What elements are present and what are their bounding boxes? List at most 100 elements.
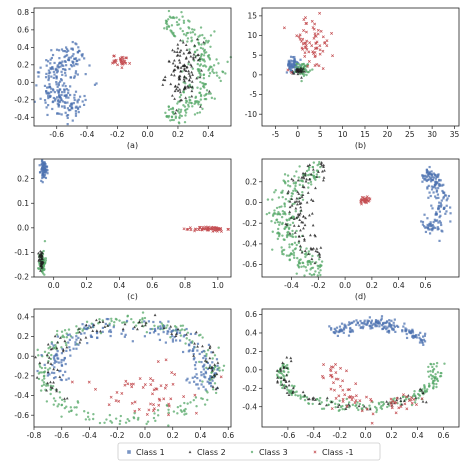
data-point [202,58,206,61]
data-point [282,378,286,382]
data-point [442,197,445,200]
panel-caption: (b) [355,141,366,150]
data-point [280,383,284,386]
data-point [185,32,189,35]
data-point [386,326,389,329]
data-point [306,261,309,264]
data-point [294,60,297,63]
data-point [427,174,430,177]
data-point [98,320,102,323]
data-point [202,349,205,353]
data-point [208,57,211,60]
data-point [47,347,50,350]
data-point [431,228,434,231]
data-point [152,409,155,413]
data-point [39,264,43,267]
data-point [66,123,69,126]
data-point [287,230,290,234]
data-point [289,59,292,62]
data-point [345,326,348,329]
data-point [321,49,325,53]
data-point [213,372,216,375]
data-point [423,225,426,228]
data-point [361,327,365,330]
data-point [440,199,443,202]
data-point [149,383,153,386]
data-point [412,397,416,401]
y-tick-label: -10 [245,110,257,119]
data-point [46,368,50,371]
data-point [165,326,168,330]
data-point [162,330,165,334]
data-point [302,62,305,66]
data-point [439,179,442,182]
data-point [402,325,405,328]
data-point [341,379,345,383]
data-point [98,329,102,333]
data-point [216,368,219,371]
data-point [291,249,295,252]
data-point [293,58,296,61]
data-point [84,98,87,102]
data-point [394,411,398,415]
data-point [55,75,58,78]
data-point [365,395,368,399]
data-point [302,214,305,218]
data-point [194,361,198,364]
data-point [199,26,203,29]
data-point [163,386,167,390]
data-point [193,28,196,32]
data-point [201,225,205,229]
data-point [200,53,203,56]
data-point [169,324,173,328]
data-point [365,407,369,411]
data-point [295,390,298,393]
x-tick-label: -0.4 [80,130,95,139]
data-point [311,50,315,54]
data-point [432,221,435,224]
data-point [203,48,207,52]
data-point [60,62,63,65]
data-point [50,49,53,52]
data-point [419,338,422,341]
data-point [299,58,302,61]
data-point [443,194,447,197]
data-point [55,48,59,51]
data-point [40,366,44,370]
data-point [175,16,178,19]
data-point [173,35,177,38]
data-point [200,360,203,364]
data-point [392,321,395,324]
data-point [442,191,445,195]
data-point [194,367,197,370]
data-point [289,356,293,360]
data-point [120,391,124,395]
data-point [52,356,55,359]
data-point [172,69,175,73]
data-point [449,212,452,215]
data-point [372,322,376,325]
data-point [341,404,344,408]
data-point [130,317,133,321]
data-point [181,15,184,18]
data-point [200,69,203,72]
data-point [172,68,176,72]
data-point [93,83,97,86]
data-point [370,325,373,328]
data-point [387,325,390,328]
data-point [318,44,322,48]
data-point [374,325,377,328]
data-point [427,170,430,173]
data-point [431,178,435,181]
data-point [213,363,217,366]
data-point [334,396,338,400]
data-point [439,221,442,224]
data-point [47,75,50,78]
data-point [405,336,409,340]
data-point [418,394,422,397]
data-point [43,350,47,354]
data-point [285,355,289,359]
data-point [296,61,300,65]
data-point [427,375,431,378]
data-point [204,370,207,373]
